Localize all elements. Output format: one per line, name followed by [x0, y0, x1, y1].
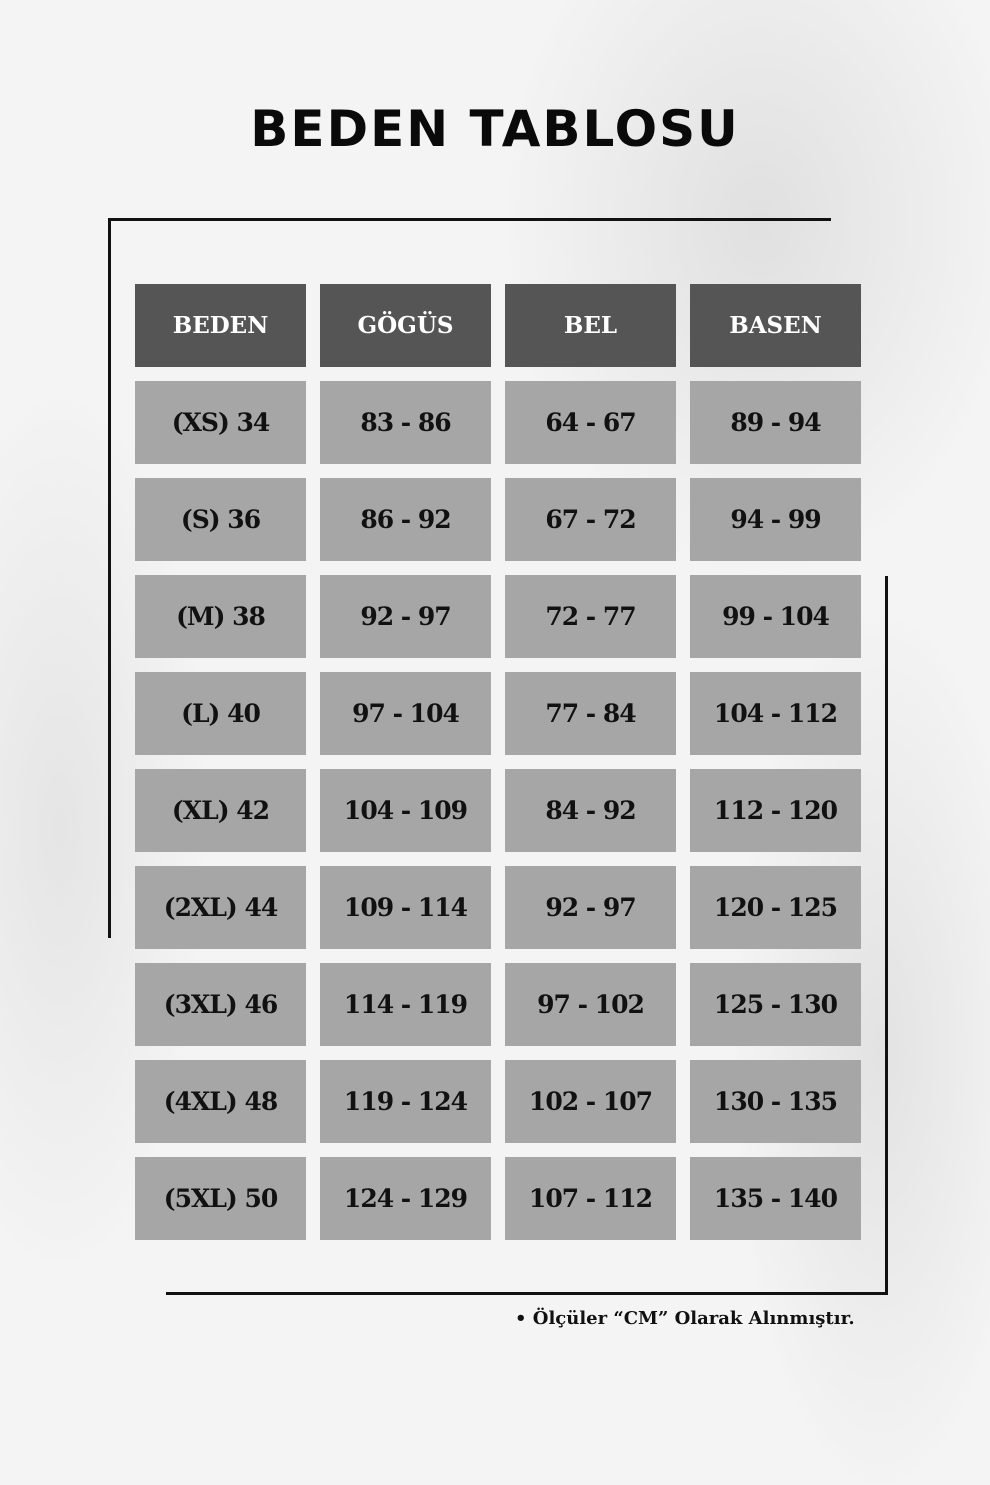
table-cell: 92 - 97	[320, 575, 491, 658]
table-cell: (5XL) 50	[135, 1157, 306, 1240]
table-cell: 125 - 130	[690, 963, 861, 1046]
table-cell: 97 - 102	[505, 963, 676, 1046]
table-cell: (4XL) 48	[135, 1060, 306, 1143]
table-cell: 104 - 112	[690, 672, 861, 755]
table-cell: (L) 40	[135, 672, 306, 755]
table-cell: 124 - 129	[320, 1157, 491, 1240]
table-cell: 104 - 109	[320, 769, 491, 852]
table-cell: (2XL) 44	[135, 866, 306, 949]
table-cell: 109 - 114	[320, 866, 491, 949]
table-cell: 120 - 125	[690, 866, 861, 949]
table-cell: 102 - 107	[505, 1060, 676, 1143]
table-cell: 67 - 72	[505, 478, 676, 561]
table-cell: 135 - 140	[690, 1157, 861, 1240]
table-cell: (XS) 34	[135, 381, 306, 464]
table-cell: 77 - 84	[505, 672, 676, 755]
table-cell: (3XL) 46	[135, 963, 306, 1046]
table-cell: 97 - 104	[320, 672, 491, 755]
column-header: GÖGÜS	[320, 284, 491, 367]
table-cell: 130 - 135	[690, 1060, 861, 1143]
table-cell: 112 - 120	[690, 769, 861, 852]
frame-line-bottom	[166, 1292, 888, 1295]
table-cell: 72 - 77	[505, 575, 676, 658]
table-cell: 86 - 92	[320, 478, 491, 561]
frame-line-right	[885, 576, 888, 1295]
frame-line-left	[108, 218, 111, 938]
table-cell: 83 - 86	[320, 381, 491, 464]
frame-line-top	[110, 218, 831, 221]
table-cell: 107 - 112	[505, 1157, 676, 1240]
table-cell: 119 - 124	[320, 1060, 491, 1143]
page-title: BEDEN TABLOSU	[250, 100, 740, 158]
table-cell: 64 - 67	[505, 381, 676, 464]
column-header: BEDEN	[135, 284, 306, 367]
table-cell: 114 - 119	[320, 963, 491, 1046]
column-header: BASEN	[690, 284, 861, 367]
measurement-note: • Ölçüler “CM” Olarak Alınmıştır.	[515, 1308, 855, 1329]
table-cell: 94 - 99	[690, 478, 861, 561]
table-cell: (S) 36	[135, 478, 306, 561]
table-cell: 89 - 94	[690, 381, 861, 464]
table-cell: (M) 38	[135, 575, 306, 658]
table-cell: 99 - 104	[690, 575, 861, 658]
table-cell: (XL) 42	[135, 769, 306, 852]
column-header: BEL	[505, 284, 676, 367]
table-cell: 84 - 92	[505, 769, 676, 852]
table-cell: 92 - 97	[505, 866, 676, 949]
